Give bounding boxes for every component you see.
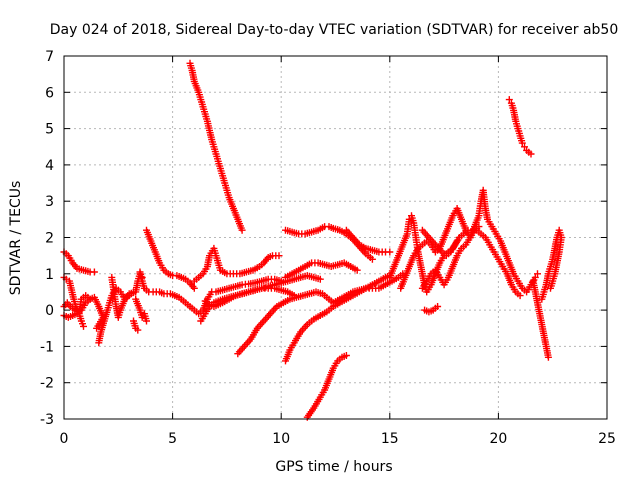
series-arc-29 — [538, 226, 565, 303]
series-arc-09 — [143, 226, 198, 292]
data-point — [516, 292, 524, 300]
y-tick-label: 1 — [45, 267, 54, 283]
x-tick-label: 5 — [168, 431, 177, 447]
series-arc-11 — [186, 59, 246, 234]
series-arc-14 — [201, 272, 324, 310]
series-arc-24 — [418, 186, 541, 296]
series-arc-21 — [329, 270, 407, 307]
data-point — [190, 284, 198, 292]
data-point — [434, 303, 442, 310]
data-point — [342, 352, 350, 359]
data-point — [547, 284, 554, 292]
series-arc-06 — [108, 273, 137, 321]
x-tick-labels: 0 5 10 15 20 25 — [60, 431, 616, 447]
data-point — [531, 273, 539, 281]
y-tick-label: 7 — [45, 49, 54, 65]
y-tick-label: 6 — [45, 85, 54, 101]
axis-ticks — [63, 55, 608, 420]
data-point — [93, 324, 101, 332]
series-arc-27 — [505, 96, 535, 158]
series-arc-12 — [190, 244, 283, 285]
series-arc-19 — [303, 352, 350, 421]
data-point — [86, 295, 94, 303]
y-tick-label: -3 — [40, 412, 54, 428]
x-tick-label: 10 — [272, 431, 290, 447]
y-tick-label: 4 — [45, 158, 54, 174]
y-tick-label: 3 — [45, 194, 54, 210]
x-tick-label: 20 — [489, 431, 507, 447]
data-point — [316, 275, 324, 283]
series-arc-28 — [529, 277, 552, 361]
data-point — [521, 143, 528, 151]
series-arc-01 — [60, 248, 98, 276]
grid-lines — [64, 56, 607, 419]
series-arc-23 — [397, 205, 483, 292]
data-point — [534, 270, 541, 278]
data-marks — [60, 59, 565, 421]
data-point — [130, 288, 137, 296]
plot-frame — [63, 55, 608, 420]
x-axis-label: GPS time / hours — [275, 459, 392, 475]
data-point — [80, 322, 87, 330]
x-tick-label: 0 — [60, 431, 69, 447]
y-tick-label: 5 — [45, 122, 54, 138]
series-arc-18 — [282, 272, 394, 365]
data-point — [353, 266, 361, 274]
y-tick-label: -1 — [40, 339, 54, 355]
data-point — [143, 317, 150, 325]
series-arc-20 — [342, 226, 394, 256]
data-point — [134, 326, 142, 334]
data-point — [238, 226, 246, 234]
chart-title: Day 024 of 2018, Sidereal Day-to-day VTE… — [50, 22, 619, 38]
data-point — [544, 353, 552, 361]
data-point — [518, 139, 526, 147]
data-point — [368, 255, 376, 263]
y-tick-labels: -3 -2 -1 0 1 2 3 4 5 6 7 — [40, 49, 54, 428]
series-arc-25 — [418, 226, 524, 300]
data-point — [527, 150, 535, 158]
data-point — [90, 268, 98, 276]
series-arc-15 — [234, 288, 335, 358]
y-axis-label: SDTVAR / TECUs — [8, 181, 24, 296]
series-arc-17 — [282, 259, 361, 281]
series-arc-08 — [130, 317, 142, 334]
x-tick-label: 25 — [598, 431, 616, 447]
y-tick-label: 0 — [45, 303, 54, 319]
x-tick-label: 15 — [381, 431, 399, 447]
data-point — [386, 248, 394, 256]
y-tick-label: -2 — [40, 376, 54, 392]
series-arc-26 — [421, 303, 442, 316]
data-point — [505, 96, 513, 104]
data-point — [275, 252, 283, 260]
y-tick-label: 2 — [45, 231, 54, 247]
series-arc-07 — [132, 295, 150, 325]
